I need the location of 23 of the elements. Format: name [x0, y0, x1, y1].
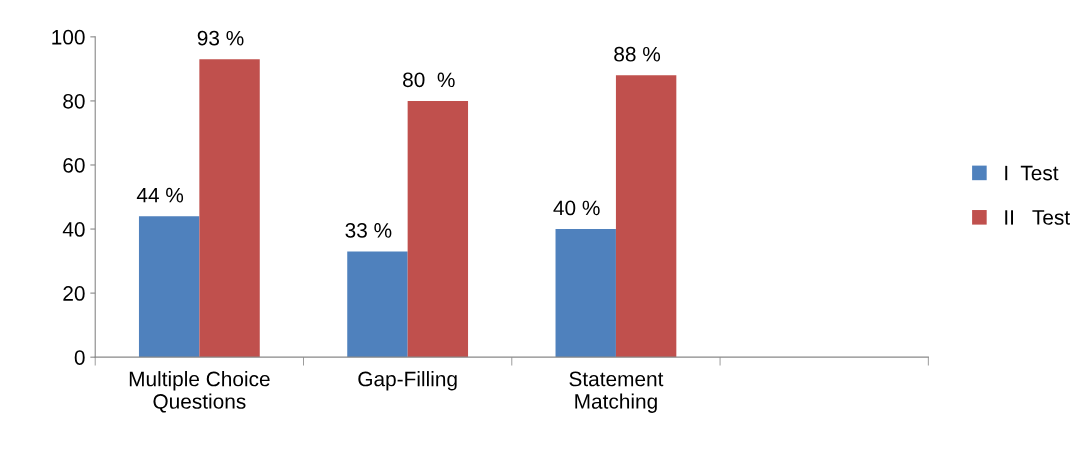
x-tick-label: Statement Matching — [569, 371, 664, 413]
y-tick-label: 20 — [63, 286, 85, 301]
data-label: 80 % — [403, 72, 455, 88]
data-label: 40 % — [553, 200, 600, 216]
bar — [199, 59, 260, 358]
y-tick-label: 0 — [74, 350, 85, 365]
x-tick-label: Gap-Filling — [358, 371, 457, 391]
legend-label: II Test — [1005, 210, 1070, 225]
data-label: 93 % — [197, 30, 244, 46]
bar — [407, 100, 469, 358]
bar — [347, 251, 408, 358]
y-tick-label: 40 — [62, 222, 85, 237]
y-tick-label: 80 — [63, 93, 85, 109]
y-tick-label: 100 — [52, 29, 85, 45]
legend-label: I Test — [1005, 165, 1059, 181]
data-label: 44 % — [136, 187, 184, 203]
bar — [615, 75, 677, 358]
y-tick-label: 60 — [63, 157, 85, 173]
data-label: 88 % — [614, 46, 661, 62]
x-tick-label: Multiple Choice Questions — [129, 371, 270, 413]
data-label: 33 % — [345, 222, 392, 238]
bar — [138, 216, 200, 358]
bar — [555, 229, 616, 358]
